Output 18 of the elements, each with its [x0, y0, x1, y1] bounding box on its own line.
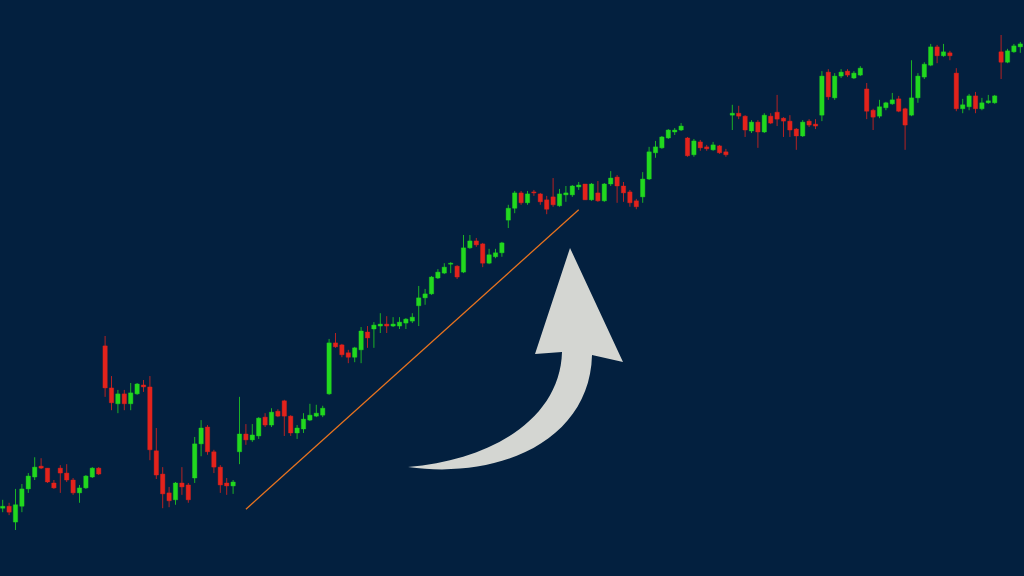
candlestick	[365, 325, 370, 349]
candlestick	[998, 34, 1004, 80]
candlestick	[230, 479, 236, 495]
candlestick	[0, 499, 6, 513]
candlestick	[595, 180, 601, 203]
candlestick	[973, 91, 978, 114]
candlestick	[755, 119, 761, 149]
candlestick	[384, 315, 390, 334]
candlestick	[6, 502, 12, 516]
candlestick	[448, 261, 454, 274]
candlestick	[729, 104, 735, 131]
candlestick	[237, 396, 242, 465]
candlestick	[947, 50, 953, 61]
candlestick	[115, 389, 121, 414]
candlestick	[269, 407, 274, 428]
candlestick	[121, 389, 127, 411]
candlestick	[934, 44, 940, 64]
candlestick	[243, 423, 249, 446]
